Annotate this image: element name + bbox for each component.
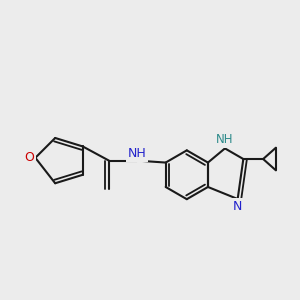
Text: N: N: [233, 200, 242, 213]
Text: O: O: [24, 151, 34, 164]
Text: NH: NH: [216, 134, 234, 146]
Text: NH: NH: [128, 147, 147, 160]
